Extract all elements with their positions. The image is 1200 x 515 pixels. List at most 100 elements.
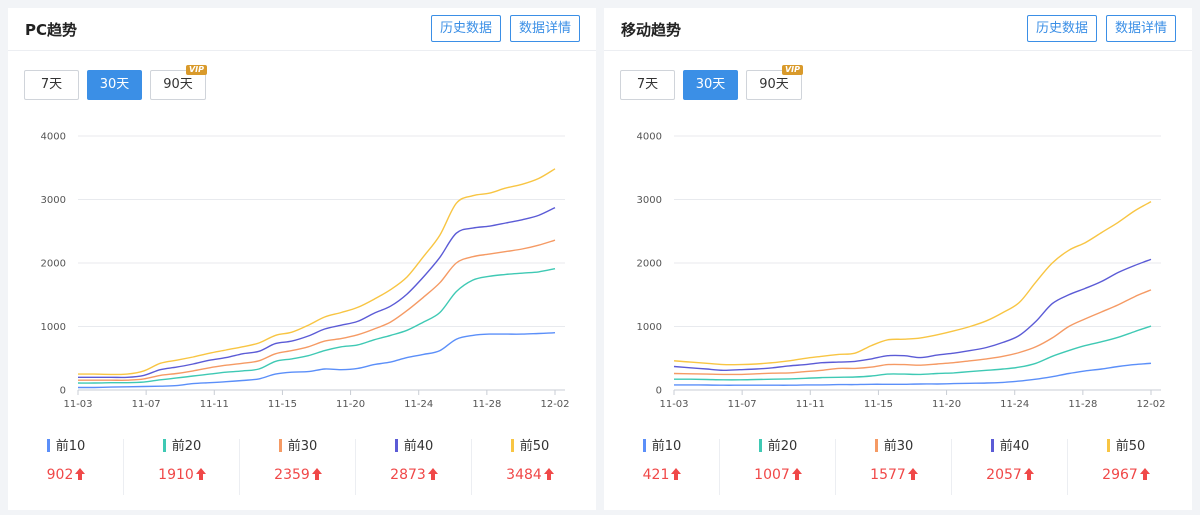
legend-value-text: 2057	[986, 467, 1022, 483]
tab-7-days[interactable]: 7天	[24, 70, 79, 100]
up-arrow-icon	[1023, 468, 1034, 480]
x-tick-label: 11-20	[932, 399, 961, 410]
legend-name-text: 前50	[1115, 439, 1146, 454]
up-arrow-icon	[791, 468, 802, 480]
pc-trend-panel: PC趋势 历史数据 数据详情 7天 30天 90天 VIP 0 1000 2000 3…	[8, 8, 596, 510]
panel-header: PC趋势 历史数据 数据详情	[8, 8, 596, 51]
legend-name: 前50	[1068, 437, 1184, 457]
x-tick-label: 11-24	[404, 399, 433, 410]
tab-90-days-label: 90天	[163, 77, 193, 92]
legend-value: 1007	[720, 465, 836, 485]
x-tick-label: 12-02	[540, 399, 569, 410]
data-detail-button[interactable]: 数据详情	[1105, 15, 1176, 42]
legend-divider	[123, 439, 124, 495]
y-tick-label: 1000	[41, 322, 66, 333]
pc-legend: 前10 902 前20 1910 前30 2359 前40 2873 前50 3484	[8, 435, 596, 503]
legend-name-text: 前20	[767, 439, 798, 454]
legend-swatch	[510, 439, 514, 452]
y-tick-label: 1000	[637, 322, 662, 333]
legend-value-text: 3484	[506, 467, 542, 483]
x-tick-label: 11-03	[63, 399, 92, 410]
legend-value-text: 2873	[390, 467, 426, 483]
legend-name: 前30	[836, 437, 952, 457]
series-line-1	[673, 362, 1152, 386]
tab-7-days[interactable]: 7天	[620, 70, 675, 100]
legend-item: 前50 2967	[1068, 435, 1184, 495]
mobile-trend-chart: 0 1000 2000 3000 4000 11-03 11-07 11-11 11-15 11-…	[637, 132, 1166, 411]
x-tick-label: 11-03	[659, 399, 688, 410]
legend-value-text: 1577	[870, 467, 906, 483]
x-tick-label: 11-07	[132, 399, 161, 410]
y-tick-label: 3000	[637, 195, 662, 206]
legend-item: 前30 1577	[836, 435, 952, 495]
y-tick-label: 3000	[41, 195, 66, 206]
x-tick-label: 11-28	[1068, 399, 1097, 410]
series-line-3	[673, 289, 1152, 376]
legend-name-text: 前50	[519, 439, 550, 454]
legend-item: 前20 1007	[720, 435, 836, 495]
legend-name: 前40	[356, 437, 472, 457]
legend-divider	[719, 439, 720, 495]
tab-30-days[interactable]: 30天	[683, 70, 738, 100]
legend-item: 前10 421	[604, 435, 720, 495]
legend-value: 1577	[836, 465, 952, 485]
legend-name-text: 前30	[287, 439, 318, 454]
x-tick-label: 12-02	[1136, 399, 1165, 410]
legend-divider	[239, 439, 240, 495]
tab-90-days[interactable]: 90天 VIP	[150, 65, 207, 100]
series-line-3	[78, 239, 556, 381]
up-arrow-icon	[75, 468, 86, 480]
y-tick-label: 4000	[637, 132, 662, 143]
history-data-button[interactable]: 历史数据	[1026, 15, 1097, 42]
legend-name-text: 前40	[403, 439, 434, 454]
tab-90-days[interactable]: 90天 VIP	[746, 65, 803, 100]
legend-swatch	[394, 439, 398, 452]
legend-name: 前10	[604, 437, 720, 457]
up-arrow-icon	[671, 468, 682, 480]
y-tick-label: 4000	[41, 132, 66, 143]
tab-30-days[interactable]: 30天	[87, 70, 142, 100]
x-tick-label: 11-20	[336, 399, 365, 410]
legend-name: 前20	[124, 437, 240, 457]
panel-header: 移动趋势 历史数据 数据详情	[604, 8, 1192, 51]
series-line-2	[674, 325, 1152, 381]
history-data-button[interactable]: 历史数据	[430, 15, 501, 42]
up-arrow-icon	[1139, 468, 1150, 480]
data-detail-button[interactable]: 数据详情	[509, 15, 580, 42]
legend-item: 前40 2057	[952, 435, 1068, 495]
y-tick-label: 2000	[637, 259, 662, 270]
legend-item: 前10 902	[8, 435, 124, 495]
legend-item: 前50 3484	[472, 435, 588, 495]
legend-divider	[471, 439, 472, 495]
legend-divider	[355, 439, 356, 495]
legend-name: 前40	[952, 437, 1068, 457]
legend-swatch	[278, 439, 282, 452]
up-arrow-icon	[543, 468, 554, 480]
series-line-2	[77, 268, 556, 384]
legend-value-text: 1910	[158, 467, 194, 483]
legend-value-text: 421	[642, 467, 670, 483]
legend-name: 前10	[8, 437, 124, 457]
vip-badge: VIP	[185, 65, 207, 75]
x-tick-label: 11-15	[864, 399, 893, 410]
legend-item: 前40 2873	[356, 435, 472, 495]
series-line-1	[77, 332, 556, 389]
legend-name-text: 前10	[55, 439, 86, 454]
up-arrow-icon	[311, 468, 322, 480]
pc-trend-chart: 0 1000 2000 3000 4000 11-03 11-07 11-11 11-15 11-…	[41, 132, 570, 411]
legend-value-text: 2359	[274, 467, 310, 483]
x-tick-label: 11-28	[472, 399, 501, 410]
x-tick-label: 11-15	[268, 399, 297, 410]
legend-value-text: 1007	[754, 467, 790, 483]
legend-swatch	[990, 439, 994, 452]
legend-swatch	[46, 439, 50, 452]
x-tick-label: 11-11	[796, 399, 825, 410]
x-tick-label: 11-07	[728, 399, 757, 410]
legend-name-text: 前10	[651, 439, 682, 454]
legend-value-text: 2967	[1102, 467, 1138, 483]
legend-name-text: 前20	[171, 439, 202, 454]
legend-swatch	[642, 439, 646, 452]
legend-name-text: 前40	[999, 439, 1030, 454]
legend-divider	[951, 439, 952, 495]
tab-90-days-label: 90天	[759, 77, 789, 92]
